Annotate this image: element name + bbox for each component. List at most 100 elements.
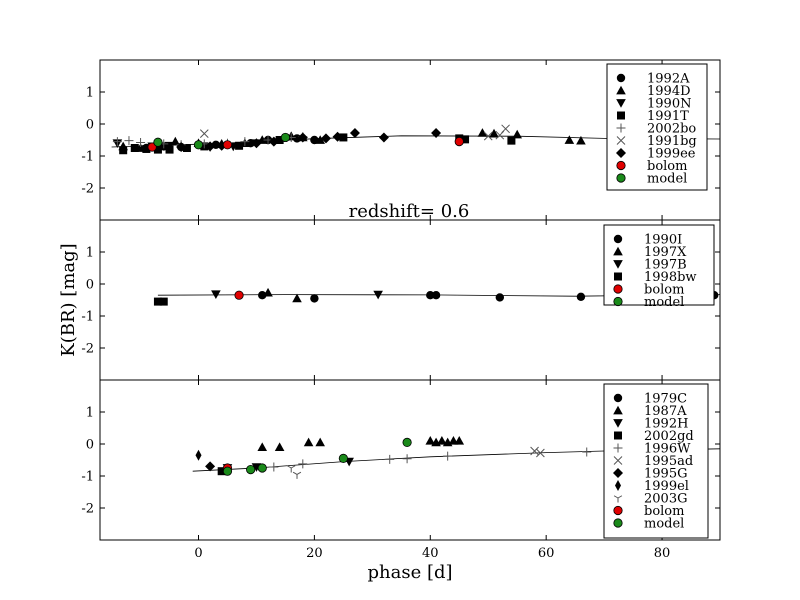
legend-marker-1991bg (616, 136, 626, 145)
legend-marker-1997B (613, 260, 623, 269)
y-tick-label: 1 (86, 86, 94, 101)
point-1997B (373, 290, 383, 300)
legend-box (603, 224, 715, 306)
legend-label: bolom (644, 504, 684, 519)
legend-marker-bolom (616, 160, 626, 171)
legend-marker-1979C (613, 393, 623, 403)
point-1996W (443, 451, 453, 461)
legend-marker-model (613, 518, 623, 528)
point-2003G (292, 471, 302, 479)
point-1998bw (159, 297, 168, 306)
x-tick-label: 40 (422, 546, 439, 561)
point-1987A (274, 442, 285, 452)
point-1990I (310, 294, 319, 303)
point-model (338, 453, 348, 463)
legend-label: 1997X (644, 245, 687, 260)
legend-label: 1999ee (647, 147, 696, 162)
point-1995ad (536, 448, 545, 458)
legend-marker-1991T (617, 111, 625, 120)
point-1996W (298, 459, 308, 469)
point-model (280, 132, 291, 143)
legend-label: 1998bw (644, 270, 697, 285)
legend-label: 1987A (644, 404, 687, 419)
legend-label: 1991bg (647, 134, 697, 149)
point-bolom (234, 290, 244, 300)
point-1994D (477, 128, 488, 137)
point-1999ee (320, 133, 331, 144)
redshift-annotation: redshift= 0.6 (349, 201, 470, 222)
point-model (222, 466, 233, 476)
point-1996W (582, 447, 592, 457)
point-1987A (315, 437, 325, 447)
point-1990I (431, 291, 441, 300)
point-1995ad (530, 446, 539, 456)
point-model (402, 437, 412, 447)
legend-marker-1995G (613, 468, 623, 478)
legend-label: 1990N (647, 97, 691, 112)
point-1991T (235, 141, 244, 150)
y-tick-label: 0 (86, 438, 94, 453)
point-2002gd (217, 467, 226, 476)
legend-label: 1979C (644, 392, 687, 407)
point-1999ee (205, 141, 216, 152)
legend-marker-1999el (615, 480, 621, 491)
point-2002bo (112, 137, 122, 147)
legend: 1992A1994D1990N1991T2002bo1991bg1999eebo… (606, 63, 708, 191)
point-1990I (258, 291, 267, 300)
point-1994D (315, 135, 325, 144)
point-model (257, 463, 267, 473)
y-tick-label: 0 (86, 118, 94, 133)
panel-1: 1 0 -1 -2 1992A1994D1990N1991T2002bo1991bg19… (81, 59, 721, 221)
panel-3-data (192, 436, 720, 479)
panel-1-data (111, 124, 720, 155)
point-1987A (454, 436, 465, 445)
point-1999ee (378, 132, 389, 143)
point-1999ee (332, 131, 343, 142)
y-tick-label: 1 (86, 246, 94, 261)
x-tick-label: 0 (194, 546, 202, 561)
legend-marker-1994D (616, 85, 626, 95)
legend-marker-1992A (616, 73, 626, 83)
legend-label: 2002gd (644, 429, 694, 444)
point-2002bo (240, 137, 250, 147)
x-tick-label: 80 (654, 546, 671, 561)
legend: 1979C1987A1992H2002gd1996W1995ad1995G199… (603, 383, 709, 539)
point-1994D (489, 128, 499, 138)
point-1994D (512, 129, 522, 139)
legend-marker-1990I (613, 234, 623, 244)
legend-marker-1995ad (613, 456, 623, 465)
point-1997X (292, 293, 302, 303)
point-1991T (165, 145, 174, 154)
point-1987A (303, 437, 314, 447)
legend-marker-2003G (613, 495, 623, 503)
point-1999ee (297, 132, 308, 143)
y-tick-label: -1 (81, 310, 94, 325)
x-axis-title: phase [d] (367, 562, 452, 583)
point-1991T (119, 146, 128, 155)
legend-marker-1992H (613, 419, 623, 428)
y-tick-label: -1 (81, 470, 94, 485)
point-1991T (153, 145, 162, 154)
legend-label: 2003G (644, 492, 687, 507)
y-tick-label: -1 (81, 150, 94, 165)
y-axis-title: K(BR) [mag] (58, 243, 79, 356)
legend-marker-bolom (613, 284, 623, 294)
point-1999ee (251, 138, 262, 149)
point-model (246, 464, 256, 475)
y-tick-label: 0 (86, 278, 94, 293)
point-1999ee (176, 142, 187, 153)
point-1991bg (199, 129, 209, 138)
point-2002bo (124, 136, 134, 146)
legend-label: bolom (647, 159, 687, 174)
legend-marker-1987A (613, 405, 623, 415)
point-1996W (385, 454, 395, 464)
legend-marker-bolom (613, 505, 623, 516)
legend-label: 2002bo (647, 122, 696, 137)
y-tick-label: 1 (86, 406, 94, 421)
legend-label: 1992A (647, 72, 690, 87)
legend-label: model (647, 172, 687, 187)
point-1991T (507, 136, 516, 145)
point-1994D (576, 135, 586, 145)
